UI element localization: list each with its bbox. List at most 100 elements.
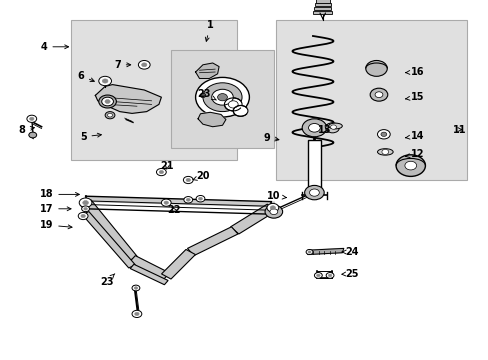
Circle shape (81, 214, 85, 217)
Text: 5: 5 (80, 132, 101, 142)
Text: 24: 24 (342, 247, 358, 257)
Circle shape (304, 185, 324, 200)
Circle shape (266, 203, 278, 212)
Circle shape (183, 176, 193, 184)
Circle shape (79, 198, 92, 207)
Text: 13: 13 (318, 125, 331, 135)
Text: 21: 21 (160, 161, 174, 171)
Circle shape (164, 201, 168, 204)
Circle shape (195, 77, 249, 117)
Polygon shape (130, 264, 168, 285)
Circle shape (183, 197, 192, 203)
Circle shape (316, 274, 320, 277)
Circle shape (134, 312, 139, 315)
Circle shape (203, 83, 242, 112)
Circle shape (269, 209, 277, 215)
Circle shape (99, 95, 116, 108)
Circle shape (224, 98, 242, 111)
Text: 9: 9 (263, 132, 278, 143)
Polygon shape (195, 63, 219, 78)
Circle shape (27, 115, 37, 122)
Circle shape (200, 93, 205, 98)
Circle shape (314, 273, 322, 278)
Polygon shape (307, 248, 343, 255)
Circle shape (198, 197, 202, 200)
Circle shape (134, 287, 138, 289)
Circle shape (102, 97, 113, 106)
Circle shape (365, 60, 386, 76)
Circle shape (105, 112, 115, 119)
Circle shape (156, 168, 166, 176)
Circle shape (82, 201, 88, 205)
Circle shape (228, 101, 238, 108)
Bar (314, 3, 330, 6)
Circle shape (308, 123, 320, 132)
Circle shape (377, 130, 389, 139)
Circle shape (99, 76, 111, 86)
Circle shape (132, 285, 140, 291)
Circle shape (404, 161, 416, 170)
Circle shape (81, 206, 89, 212)
Circle shape (159, 170, 163, 174)
Circle shape (302, 119, 326, 137)
Circle shape (374, 92, 382, 98)
Circle shape (102, 79, 108, 83)
Circle shape (305, 249, 312, 255)
Circle shape (142, 63, 146, 67)
Circle shape (102, 98, 112, 105)
Circle shape (330, 125, 336, 129)
Bar (71, 20, 237, 160)
Polygon shape (128, 256, 169, 280)
Circle shape (380, 132, 386, 136)
Bar (307, 140, 320, 191)
Text: 16: 16 (405, 67, 424, 77)
Bar (316, 271, 331, 278)
Text: 18: 18 (40, 189, 79, 199)
Polygon shape (198, 112, 225, 127)
Circle shape (233, 105, 247, 116)
Bar (313, 11, 331, 14)
Circle shape (186, 198, 190, 201)
Circle shape (369, 88, 387, 101)
Circle shape (78, 212, 88, 220)
Text: 7: 7 (114, 60, 130, 70)
Text: 25: 25 (341, 269, 358, 279)
Circle shape (185, 178, 190, 181)
Polygon shape (187, 227, 238, 256)
Polygon shape (80, 200, 137, 262)
Circle shape (395, 155, 425, 176)
Bar (276, 20, 466, 180)
Circle shape (381, 149, 388, 154)
Polygon shape (161, 249, 195, 279)
Text: 14: 14 (405, 131, 424, 141)
Text: 8: 8 (19, 125, 34, 135)
Bar (171, 50, 273, 148)
Polygon shape (230, 204, 275, 234)
Circle shape (325, 123, 339, 133)
Circle shape (132, 310, 142, 318)
Circle shape (161, 199, 171, 206)
Text: 4: 4 (41, 42, 68, 52)
Circle shape (217, 94, 227, 101)
Bar (315, 0, 329, 3)
Circle shape (270, 206, 275, 210)
Text: 15: 15 (405, 92, 424, 102)
Bar (314, 7, 331, 10)
Text: 11: 11 (452, 125, 466, 135)
Circle shape (327, 274, 331, 277)
Ellipse shape (377, 149, 392, 155)
Circle shape (325, 273, 333, 278)
Text: 23: 23 (100, 274, 115, 287)
Circle shape (307, 251, 310, 253)
Circle shape (309, 189, 319, 196)
Text: 20: 20 (193, 171, 209, 181)
Circle shape (105, 100, 110, 103)
Circle shape (30, 117, 34, 120)
Circle shape (211, 89, 233, 105)
Circle shape (107, 113, 112, 117)
Polygon shape (95, 85, 161, 113)
Ellipse shape (328, 123, 342, 129)
Text: 12: 12 (405, 149, 424, 159)
Circle shape (138, 60, 150, 69)
Text: 6: 6 (77, 71, 94, 82)
